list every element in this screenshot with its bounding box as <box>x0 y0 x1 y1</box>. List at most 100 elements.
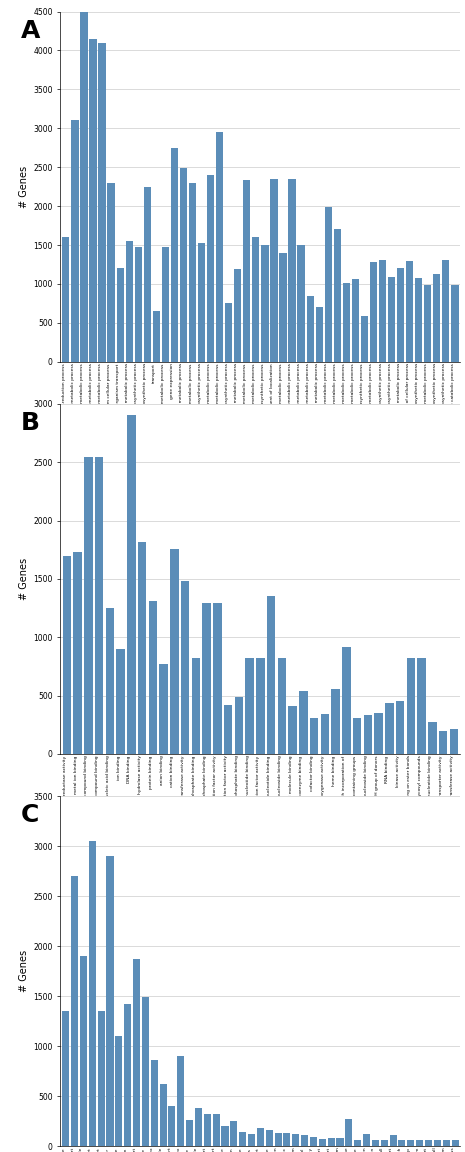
Bar <box>363 1135 370 1146</box>
Bar <box>385 703 394 755</box>
Bar <box>425 1139 432 1146</box>
Bar <box>213 604 222 755</box>
Y-axis label: # Genes: # Genes <box>19 166 29 207</box>
Bar <box>135 248 142 362</box>
Bar <box>257 1128 264 1146</box>
Bar <box>170 548 179 755</box>
Bar <box>443 1139 450 1146</box>
Bar <box>149 601 157 755</box>
Bar <box>133 960 140 1146</box>
Bar <box>221 1127 229 1146</box>
Bar <box>364 715 372 755</box>
Bar <box>407 1139 414 1146</box>
Bar <box>452 1139 458 1146</box>
Bar <box>71 121 79 362</box>
Bar <box>180 168 187 362</box>
Bar <box>390 1135 397 1146</box>
Bar <box>416 1139 423 1146</box>
Bar <box>433 274 440 362</box>
Bar <box>415 278 422 362</box>
Bar <box>239 1132 246 1146</box>
Bar <box>372 1139 379 1146</box>
Bar <box>301 1135 308 1146</box>
Bar <box>181 582 189 755</box>
Bar <box>116 649 125 755</box>
Bar <box>274 1134 282 1146</box>
Bar <box>343 283 350 362</box>
Bar <box>124 1005 131 1146</box>
Bar <box>306 296 314 362</box>
Bar <box>230 1121 238 1146</box>
Bar <box>267 596 275 755</box>
Bar <box>352 279 359 362</box>
Bar <box>62 1011 69 1146</box>
Bar <box>434 1139 441 1146</box>
Bar <box>246 658 254 755</box>
Bar <box>439 730 447 755</box>
Bar <box>292 1135 299 1146</box>
Bar <box>216 132 223 362</box>
Bar <box>334 228 341 362</box>
Bar <box>248 1135 255 1146</box>
Bar <box>225 303 232 362</box>
Bar <box>80 956 87 1146</box>
Bar <box>332 689 340 755</box>
Bar <box>168 1106 175 1146</box>
Bar <box>328 1138 335 1146</box>
Bar <box>62 237 69 362</box>
Bar <box>406 658 415 755</box>
Bar <box>288 706 297 755</box>
Bar <box>115 1036 122 1146</box>
Bar <box>288 179 296 362</box>
Bar <box>138 541 146 755</box>
Bar <box>261 245 269 362</box>
Bar <box>195 1108 202 1146</box>
Bar <box>345 1120 352 1146</box>
Bar <box>379 260 386 362</box>
Bar <box>342 646 351 755</box>
Bar <box>192 658 200 755</box>
Bar <box>106 608 114 755</box>
Bar <box>243 181 251 362</box>
Bar <box>418 658 426 755</box>
Bar <box>89 841 96 1146</box>
Bar <box>84 457 93 755</box>
Bar <box>159 664 168 755</box>
Bar <box>235 697 243 755</box>
Bar <box>126 241 133 362</box>
Bar <box>319 1138 326 1146</box>
Bar <box>278 658 286 755</box>
Bar <box>177 1056 184 1146</box>
Bar <box>374 713 383 755</box>
Bar <box>234 270 241 362</box>
Bar <box>316 308 323 362</box>
Bar <box>162 248 169 362</box>
Bar <box>142 998 149 1146</box>
Bar <box>117 268 124 362</box>
Bar <box>63 555 71 755</box>
Bar <box>452 285 458 362</box>
Text: B: B <box>20 411 40 434</box>
Bar <box>428 722 437 755</box>
Bar <box>256 658 265 755</box>
Bar <box>399 1139 405 1146</box>
Bar <box>406 260 413 362</box>
Bar <box>144 187 151 362</box>
Bar <box>354 1139 361 1146</box>
Bar <box>127 416 136 755</box>
Bar <box>337 1138 344 1146</box>
Bar <box>107 183 115 362</box>
Bar <box>283 1134 291 1146</box>
Bar <box>159 1084 166 1146</box>
Bar <box>270 179 278 362</box>
Bar <box>320 714 329 755</box>
Bar <box>310 1137 317 1146</box>
Bar <box>266 1130 273 1146</box>
Bar <box>325 207 332 362</box>
Bar <box>396 702 405 755</box>
Bar <box>397 268 404 362</box>
Bar <box>353 718 361 755</box>
Bar <box>198 243 205 362</box>
Bar <box>450 729 458 755</box>
Bar <box>224 705 232 755</box>
